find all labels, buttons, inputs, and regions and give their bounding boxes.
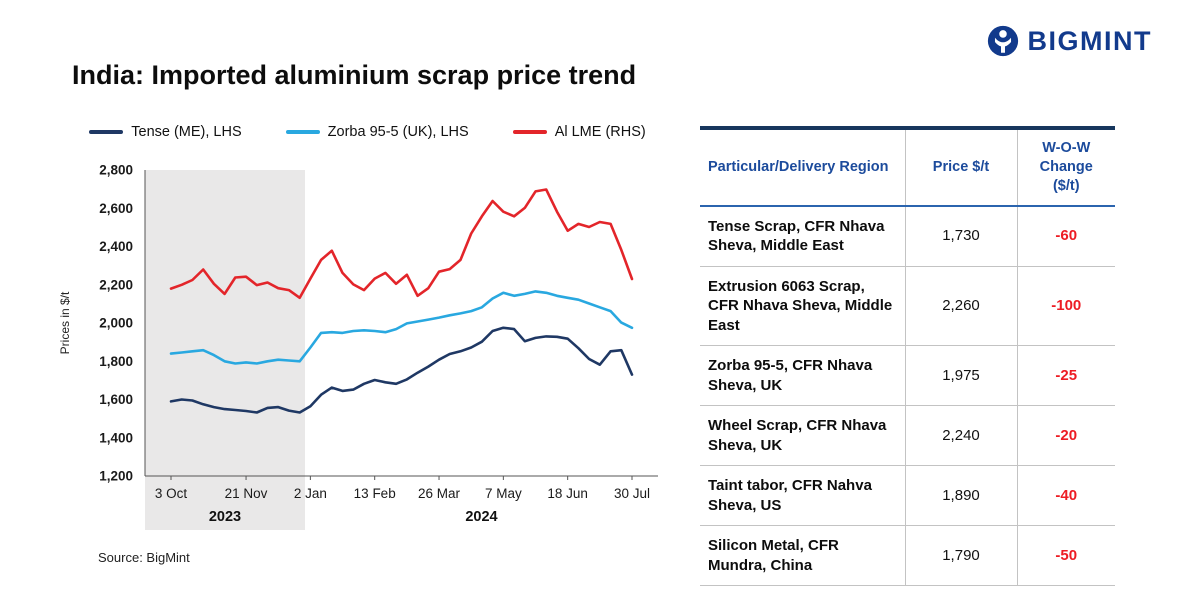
- table-row: Wheel Scrap, CFR Nhava Sheva, UK 2,240 -20: [700, 405, 1115, 467]
- chart-legend: Tense (ME), LHS Zorba 95-5 (UK), LHS Al LM…: [55, 120, 680, 144]
- legend-swatch: [89, 130, 124, 134]
- legend-item: Zorba 95-5 (UK), LHS: [285, 124, 469, 140]
- year-label-2024: 2024: [465, 509, 497, 525]
- cell-price: 1,975: [904, 345, 1017, 407]
- cell-price: 1,790: [904, 525, 1017, 587]
- y-axis-tick-label: 2,400: [99, 239, 133, 254]
- table-row: Silicon Metal, CFR Mundra, China 1,790 -50: [700, 525, 1115, 587]
- cell-wow-change: -25: [1016, 345, 1115, 407]
- y-axis-tick-label: 2,800: [99, 163, 133, 178]
- legend-item: Al LME (RHS): [512, 124, 646, 140]
- series-line-zorba-95-5-uk-lhs: [169, 290, 634, 365]
- x-axis-tick-label: 26 Mar: [418, 486, 461, 501]
- legend-label: Al LME (RHS): [554, 124, 646, 140]
- header-wow-change: W-O-W Change ($/t): [1016, 128, 1115, 207]
- legend-swatch: [512, 130, 547, 134]
- series-line-al-lme-rhs-: [169, 188, 634, 300]
- y-axis-tick-label: 2,200: [99, 277, 133, 292]
- price-table-header-row: Particular/Delivery Region Price $/t W-O…: [700, 128, 1115, 207]
- price-table: Particular/Delivery Region Price $/t W-O…: [700, 126, 1115, 587]
- table-row: Zorba 95-5, CFR Nhava Sheva, UK 1,975 -25: [700, 345, 1115, 407]
- cell-wow-change: -40: [1016, 465, 1115, 527]
- x-axis-tick-label: 13 Feb: [354, 486, 396, 501]
- y-axis-tick-label: 1,200: [99, 469, 133, 484]
- price-table-section: Particular/Delivery Region Price $/t W-O…: [700, 126, 1115, 587]
- y-axis-tick-label: 1,600: [99, 392, 133, 407]
- series-line-tense-me-lhs: [169, 326, 634, 414]
- bigmint-logo-icon: [986, 24, 1020, 58]
- legend-swatch: [285, 130, 320, 134]
- legend-label: Zorba 95-5 (UK), LHS: [327, 124, 469, 140]
- cell-wow-change: -100: [1016, 266, 1115, 347]
- page-title: India: Imported aluminium scrap price tr…: [72, 60, 637, 90]
- cell-particular: Wheel Scrap, CFR Nhava Sheva, UK: [700, 405, 905, 467]
- x-axis-tick-label: 18 Jun: [547, 486, 588, 501]
- year-label-2023: 2023: [209, 509, 241, 525]
- header-price: Price $/t: [904, 128, 1017, 207]
- cell-particular: Extrusion 6063 Scrap, CFR Nhava Sheva, M…: [700, 266, 905, 347]
- x-axis-tick-label: 3 Oct: [155, 486, 188, 501]
- cell-price: 2,260: [904, 266, 1017, 347]
- cell-particular: Taint tabor, CFR Nahva Sheva, US: [700, 465, 905, 527]
- table-row: Extrusion 6063 Scrap, CFR Nhava Sheva, M…: [700, 266, 1115, 347]
- cell-wow-change: -60: [1016, 205, 1115, 267]
- price-table-body: Tense Scrap, CFR Nhava Sheva, Middle Eas…: [700, 205, 1115, 587]
- price-trend-chart: 1,200 1,400 1,600 1,800 2,000 2,200 2,400 2,600…: [58, 163, 658, 530]
- cell-price: 1,890: [904, 465, 1017, 527]
- cell-particular: Silicon Metal, CFR Mundra, China: [700, 525, 905, 587]
- x-axis-tick-label: 30 Jul: [614, 486, 650, 501]
- x-axis-tick-label: 2 Jan: [294, 486, 327, 501]
- cell-wow-change: -50: [1016, 525, 1115, 587]
- cell-particular: Zorba 95-5, CFR Nhava Sheva, UK: [700, 345, 905, 407]
- x-axis-tick-label: 21 Nov: [225, 486, 268, 501]
- legend-label: Tense (ME), LHS: [131, 124, 242, 140]
- y-axis-tick-label: 1,400: [99, 430, 133, 445]
- chart-section: Tense (ME), LHS Zorba 95-5 (UK), LHS Al LM…: [55, 120, 680, 551]
- cell-price: 1,730: [904, 205, 1017, 267]
- y-axis-title: Prices in $/t: [58, 291, 72, 354]
- y-axis-tick-label: 1,800: [99, 354, 133, 369]
- bigmint-logo: BIGMINT: [986, 24, 1153, 58]
- legend-item: Tense (ME), LHS: [89, 124, 242, 140]
- table-row: Tense Scrap, CFR Nhava Sheva, Middle Eas…: [700, 205, 1115, 267]
- source-note: Source: BigMint: [98, 550, 190, 565]
- table-row: Taint tabor, CFR Nahva Sheva, US 1,890 -40: [700, 465, 1115, 527]
- header-particular: Particular/Delivery Region: [700, 128, 905, 207]
- y-axis-tick-label: 2,000: [99, 316, 133, 331]
- shaded-2023-band: [145, 170, 306, 530]
- cell-wow-change: -20: [1016, 405, 1115, 467]
- cell-particular: Tense Scrap, CFR Nhava Sheva, Middle Eas…: [700, 205, 905, 267]
- x-axis-tick-label: 7 May: [485, 486, 522, 501]
- bigmint-logo-text: BIGMINT: [1027, 25, 1152, 56]
- y-axis-tick-label: 2,600: [99, 201, 133, 216]
- cell-price: 2,240: [904, 405, 1017, 467]
